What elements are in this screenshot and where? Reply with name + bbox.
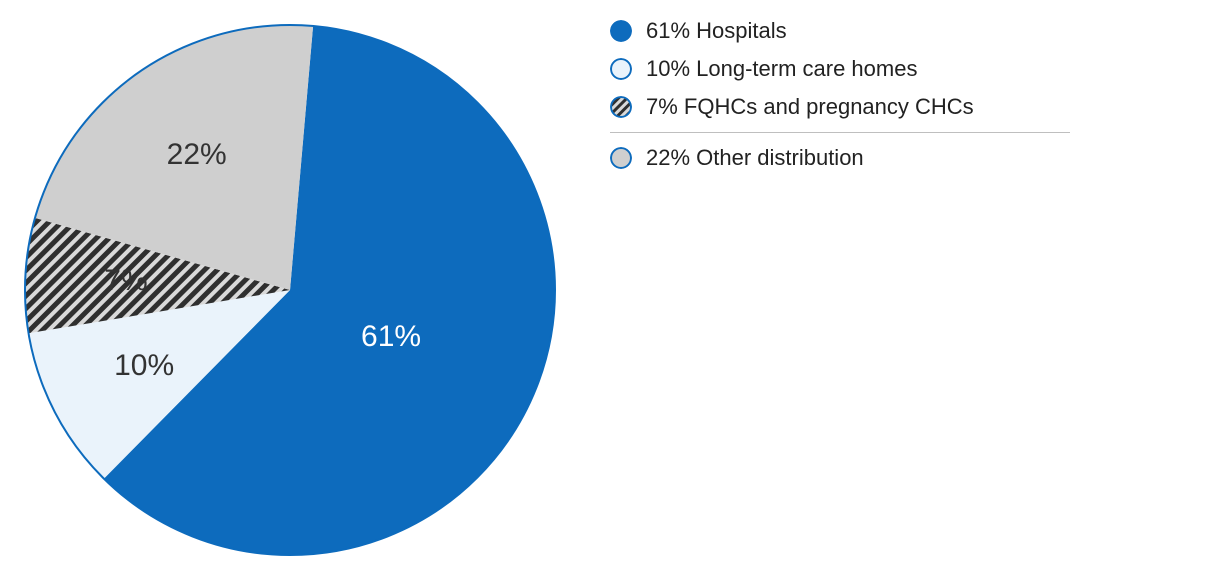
pie-label-long_term_care: 10% [114,349,174,383]
pie-label-hospitals: 61% [361,320,421,354]
pie-label-fqhc: 7% [104,264,147,298]
legend-label-fqhc: 7% FQHCs and pregnancy CHCs [646,94,974,120]
legend: 61% Hospitals 10% Long-term care homes 7% … [580,0,1070,177]
legend-label-hospitals: 61% Hospitals [646,18,787,44]
legend-swatch-long_term_care [610,58,632,80]
legend-item-fqhc: 7% FQHCs and pregnancy CHCs [610,88,1070,126]
legend-label-long_term_care: 10% Long-term care homes [646,56,917,82]
legend-swatch-fqhc [610,96,632,118]
legend-item-other: 22% Other distribution [610,139,1070,177]
legend-item-long_term_care: 10% Long-term care homes [610,50,1070,88]
legend-label-other: 22% Other distribution [646,145,864,171]
chart-container: 61% 10% 7% 22% 61% Hospitals 10% Long-term c… [0,0,1224,580]
pie-chart: 61% 10% 7% 22% [0,0,580,580]
pie-label-other: 22% [167,138,227,172]
legend-item-hospitals: 61% Hospitals [610,12,1070,50]
legend-swatch-other [610,147,632,169]
legend-divider [610,132,1070,133]
pie-svg [0,0,580,580]
legend-swatch-hospitals [610,20,632,42]
